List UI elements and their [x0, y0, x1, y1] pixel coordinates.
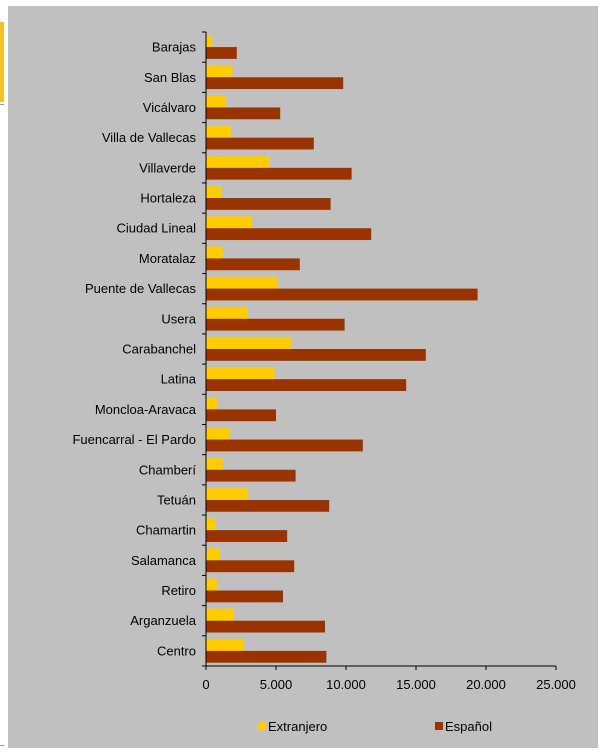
legend: Extranjero Español — [258, 719, 492, 734]
bar-extranjero-villa-de-vallecas — [206, 125, 232, 138]
bar-extranjero-centro — [206, 639, 244, 651]
x-tick-label: 10.000 — [326, 677, 366, 692]
edge-strip — [0, 22, 4, 102]
category-labels: Barajas San Blas Vicálvaro Villa de Valleca… — [72, 40, 196, 659]
category-label-carabanchel: Carabanchel — [122, 342, 196, 357]
bar-extranjero-arganzuela — [206, 608, 234, 621]
bar-espanol-ciudad-lineal — [206, 228, 372, 241]
bar-espanol-hortaleza — [206, 198, 331, 210]
bar-espanol-villa-de-vallecas — [206, 137, 314, 150]
bar-espanol-centro — [206, 650, 327, 663]
bar-espanol-moncloa-aravaca — [206, 409, 276, 422]
legend-swatch-extranjero — [258, 722, 266, 730]
category-label-salamanca: Salamanca — [131, 553, 197, 568]
bar-extranjero-san-blas — [206, 65, 233, 78]
category-label-chamartin: Chamartin — [136, 523, 196, 538]
bar-extranjero-carabanchel — [206, 337, 292, 349]
bar-espanol-usera — [206, 318, 345, 331]
category-label-moratalaz: Moratalaz — [139, 251, 196, 266]
bar-espanol-san-blas — [206, 77, 344, 90]
bar-espanol-carabanchel — [206, 349, 426, 361]
bar-extranjero-fuencarral-el-pardo — [206, 427, 230, 440]
bar-espanol-barajas — [206, 47, 237, 59]
bar-espanol-latina — [206, 379, 407, 391]
bar-extranjero-latina — [206, 367, 275, 380]
bar-extranjero-hortaleza — [206, 186, 222, 199]
category-label-villaverde: Villaverde — [139, 160, 196, 175]
bars-layer — [206, 35, 478, 663]
edge-strip-divider — [0, 104, 4, 105]
bar-espanol-salamanca — [206, 560, 295, 573]
category-label-hortaleza: Hortaleza — [140, 191, 196, 206]
x-tick-labels: 0 5.000 10.000 15.000 20.000 25.000 — [202, 677, 576, 692]
bar-chart: Barajas San Blas Vicálvaro Villa de Valleca… — [72, 31, 576, 734]
bar-extranjero-chamberi — [206, 457, 223, 470]
legend-label-espanol: Español — [445, 719, 492, 734]
x-tick-label: 5.000 — [260, 677, 293, 692]
bar-extranjero-villaverde — [206, 156, 269, 168]
x-tick-label: 15.000 — [396, 677, 436, 692]
bar-extranjero-vicalvaro — [206, 95, 226, 108]
bar-extranjero-barajas — [206, 35, 212, 48]
category-label-barajas: Barajas — [152, 40, 197, 55]
x-tick-label: 0 — [202, 677, 209, 692]
category-label-latina: Latina — [161, 372, 197, 387]
x-tick-label: 20.000 — [466, 677, 506, 692]
bar-extranjero-moncloa-aravaca — [206, 397, 218, 410]
bar-espanol-tetuan — [206, 499, 330, 512]
bar-espanol-fuencarral-el-pardo — [206, 439, 363, 452]
bar-extranjero-tetuan — [206, 488, 248, 500]
bar-espanol-chamartin — [206, 530, 288, 542]
bar-extranjero-retiro — [206, 578, 218, 591]
bar-extranjero-moratalaz — [206, 246, 223, 259]
edge-strip-divider-bottom — [0, 745, 4, 746]
category-label-villa-de-vallecas: Villa de Vallecas — [102, 130, 197, 145]
category-label-puente-de-vallecas: Puente de Vallecas — [85, 281, 197, 296]
category-label-chamberi: Chamberí — [139, 462, 196, 477]
category-label-centro: Centro — [157, 643, 196, 658]
bar-extranjero-salamanca — [206, 548, 220, 561]
bar-espanol-vicalvaro — [206, 107, 281, 120]
category-label-fuencarral-el-pardo: Fuencarral - El Pardo — [72, 432, 196, 447]
bar-extranjero-usera — [206, 307, 248, 319]
legend-label-extranjero: Extranjero — [268, 719, 327, 734]
bar-espanol-moratalaz — [206, 258, 300, 271]
legend-swatch-espanol — [435, 722, 443, 730]
bar-extranjero-puente-de-vallecas — [206, 276, 278, 289]
category-label-san-blas: San Blas — [144, 70, 197, 85]
bar-extranjero-ciudad-lineal — [206, 216, 253, 229]
bar-extranjero-chamartin — [206, 518, 216, 531]
category-label-tetuan: Tetuán — [157, 492, 196, 507]
chart-frame: Barajas San Blas Vicálvaro Villa de Valleca… — [8, 6, 598, 748]
bar-espanol-villaverde — [206, 167, 352, 180]
bar-espanol-retiro — [206, 590, 283, 603]
category-label-moncloa-aravaca: Moncloa-Aravaca — [95, 402, 197, 417]
category-label-retiro: Retiro — [161, 583, 196, 598]
bar-espanol-chamberi — [206, 469, 296, 482]
bar-espanol-puente-de-vallecas — [206, 288, 478, 301]
bar-espanol-arganzuela — [206, 620, 325, 633]
category-label-arganzuela: Arganzuela — [130, 613, 197, 628]
x-tick-label: 25.000 — [536, 677, 576, 692]
category-label-usera: Usera — [161, 311, 196, 326]
axes-layer — [202, 31, 557, 670]
category-label-ciudad-lineal: Ciudad Lineal — [116, 221, 196, 236]
category-label-vicalvaro: Vicálvaro — [143, 100, 196, 115]
